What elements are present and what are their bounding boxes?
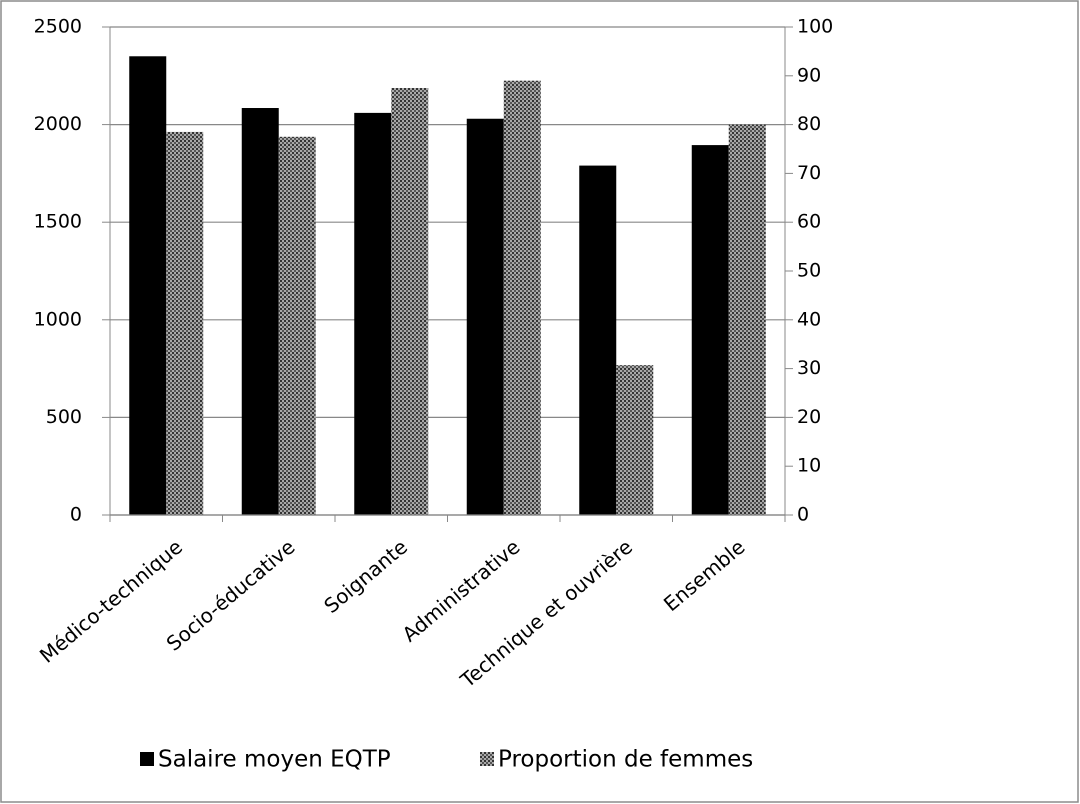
bar — [691, 145, 729, 515]
bar — [391, 88, 429, 515]
bar — [503, 80, 541, 516]
y2-tick-label: 0 — [797, 504, 809, 526]
y2-tick-label: 10 — [797, 455, 821, 477]
y2-tick-label: 40 — [797, 308, 821, 330]
bar — [278, 136, 316, 516]
y-tick-label: 1500 — [34, 211, 82, 233]
y2-tick-label: 80 — [797, 113, 821, 135]
legend-swatch — [480, 752, 494, 766]
bar — [129, 56, 167, 515]
y2-tick-label: 60 — [797, 211, 821, 233]
y2-tick-label: 20 — [797, 406, 821, 428]
bar — [241, 108, 279, 516]
bar — [616, 365, 654, 515]
legend-swatch — [140, 752, 154, 766]
y2-tick-label: 70 — [797, 162, 821, 184]
bar — [354, 112, 392, 515]
legend-label: Proportion de femmes — [498, 747, 753, 773]
legend-label: Salaire moyen EQTP — [158, 747, 391, 773]
y-tick-label: 2500 — [34, 16, 82, 38]
y2-tick-label: 100 — [797, 16, 833, 38]
y2-tick-label: 90 — [797, 64, 821, 86]
bar — [166, 131, 204, 516]
y-tick-label: 0 — [70, 504, 82, 526]
bar — [728, 124, 766, 515]
y-tick-label: 500 — [46, 406, 82, 428]
bar — [579, 165, 617, 516]
y2-tick-label: 30 — [797, 357, 821, 379]
y-tick-label: 1000 — [34, 308, 82, 330]
bar — [466, 118, 504, 515]
y-tick-label: 2000 — [34, 113, 82, 135]
y2-tick-label: 50 — [797, 260, 821, 282]
